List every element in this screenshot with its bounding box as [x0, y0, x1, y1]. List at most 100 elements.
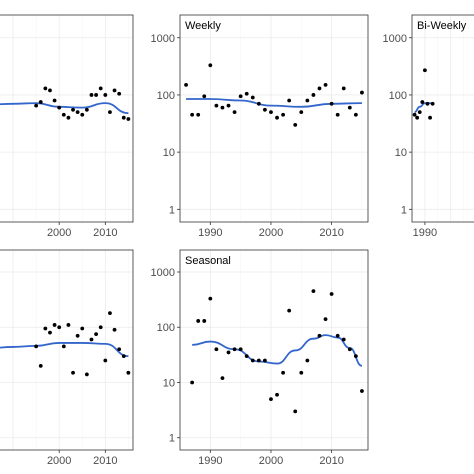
x-tick-label: 2000	[47, 227, 71, 239]
data-point	[80, 326, 85, 331]
data-point	[190, 380, 195, 385]
data-point	[71, 370, 75, 375]
data-point	[329, 292, 334, 296]
data-point	[311, 289, 316, 294]
data-point	[226, 103, 231, 108]
loess-smooth-line	[192, 334, 363, 367]
data-point	[196, 112, 201, 117]
data-point	[232, 110, 237, 115]
data-point	[202, 94, 207, 99]
data-point	[275, 392, 279, 397]
data-point	[238, 94, 243, 99]
data-point	[250, 95, 255, 100]
data-point	[299, 110, 304, 115]
data-point	[52, 323, 57, 327]
data-point	[66, 323, 71, 327]
data-point	[305, 98, 310, 103]
data-point	[214, 103, 219, 108]
data-point	[126, 370, 131, 375]
data-point	[347, 105, 352, 110]
data-point	[117, 91, 122, 96]
data-point	[269, 397, 273, 402]
data-point	[84, 372, 89, 377]
data-point	[323, 82, 328, 87]
panel-border	[0, 249, 134, 451]
y-tick-label: 1000	[151, 33, 175, 45]
data-point	[256, 358, 261, 363]
data-point	[66, 115, 71, 120]
data-point	[341, 86, 346, 91]
y-tick-label: 100	[157, 322, 175, 334]
data-point	[38, 363, 43, 368]
panel-plot-area	[0, 15, 133, 222]
data-point	[75, 110, 80, 115]
data-point	[347, 347, 352, 352]
data-point	[281, 370, 285, 375]
data-point	[57, 105, 62, 110]
x-tick-label: 1990	[413, 227, 437, 239]
data-point	[126, 117, 131, 121]
data-point	[360, 389, 364, 393]
data-point	[281, 112, 285, 117]
data-point	[112, 327, 117, 332]
x-tick-label: 1990	[198, 227, 222, 239]
data-point	[323, 317, 328, 322]
data-point	[117, 347, 122, 352]
data-point	[263, 107, 267, 112]
data-point	[430, 101, 435, 106]
y-tick-label: 10	[163, 377, 175, 389]
data-point	[190, 112, 195, 117]
data-point	[61, 112, 66, 117]
facet-panel-3: 1990 1 10 100 1000 Bi-Weekly	[383, 14, 474, 239]
data-point	[417, 110, 422, 115]
data-point	[48, 88, 52, 93]
data-point	[48, 330, 52, 335]
data-point	[103, 358, 108, 363]
data-point	[214, 347, 219, 352]
panel-title: Seasonal	[185, 255, 231, 267]
data-point	[84, 107, 89, 112]
data-point	[75, 333, 80, 338]
data-point	[112, 88, 117, 93]
data-point	[208, 63, 213, 68]
panel-plot-area	[0, 250, 133, 450]
y-tick-label: 10	[163, 147, 175, 159]
data-point	[80, 112, 85, 117]
y-tick-label: 100	[157, 90, 175, 102]
data-point	[108, 311, 112, 316]
data-point	[184, 82, 188, 87]
data-point	[341, 337, 346, 342]
data-point	[232, 347, 237, 352]
data-point	[335, 112, 340, 117]
data-point	[89, 337, 94, 342]
data-point	[208, 296, 213, 301]
panel-background	[0, 250, 133, 450]
data-point	[220, 105, 225, 110]
data-point	[94, 332, 98, 337]
panel-plot-area	[180, 250, 368, 450]
panel-background	[412, 15, 474, 222]
y-tick-label: 10	[395, 147, 407, 159]
data-point	[43, 86, 48, 91]
panel-border	[179, 249, 369, 451]
data-point	[52, 98, 57, 103]
data-point	[275, 115, 279, 120]
data-point	[353, 354, 358, 359]
data-point	[71, 107, 75, 112]
data-point	[220, 376, 225, 381]
data-point	[311, 93, 316, 97]
y-tick-label: 100	[389, 90, 407, 102]
data-point	[428, 115, 432, 120]
data-point	[34, 103, 39, 108]
x-tick-label: 2010	[93, 455, 117, 467]
x-tick-label: 1990	[198, 455, 222, 467]
panel-background	[180, 15, 368, 222]
y-tick-label: 1000	[383, 33, 407, 45]
y-tick-label: 1000	[151, 267, 175, 279]
facet-panel-4: 2000 2010	[0, 249, 134, 467]
data-point	[226, 350, 231, 355]
data-point	[425, 101, 430, 106]
facet-panel-2: 1990 2000 2010 1 10 100 1000 Weekly	[151, 14, 369, 239]
data-point	[38, 100, 43, 104]
